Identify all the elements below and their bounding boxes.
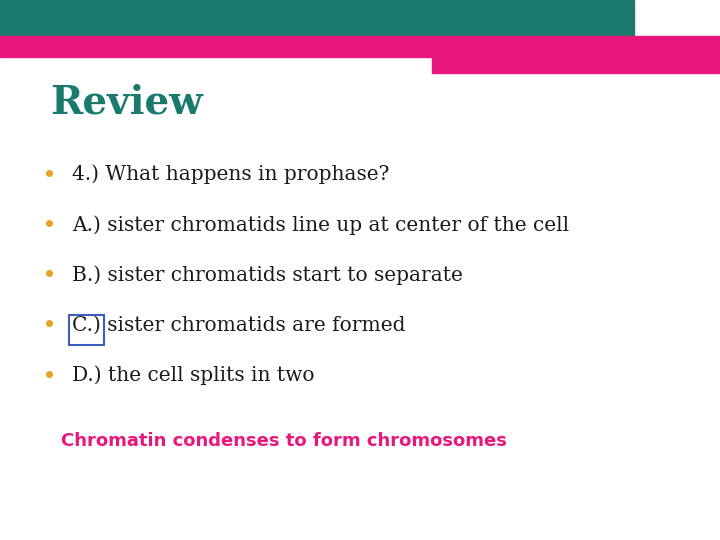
Text: 4.) What happens in prophase?: 4.) What happens in prophase? [72, 165, 390, 184]
Text: D.) the cell splits in two: D.) the cell splits in two [72, 366, 315, 385]
Bar [432, 58, 720, 73]
Text: B.) sister chromatids start to separate: B.) sister chromatids start to separate [72, 265, 463, 285]
Bar [0, 0, 634, 35]
Text: C.) sister chromatids are formed: C.) sister chromatids are formed [72, 315, 405, 334]
Text: Review: Review [50, 84, 203, 122]
Bar [0, 36, 720, 57]
Text: Chromatin condenses to form chromosomes: Chromatin condenses to form chromosomes [61, 432, 507, 450]
Text: A.) sister chromatids line up at center of the cell: A.) sister chromatids line up at center … [72, 215, 569, 234]
